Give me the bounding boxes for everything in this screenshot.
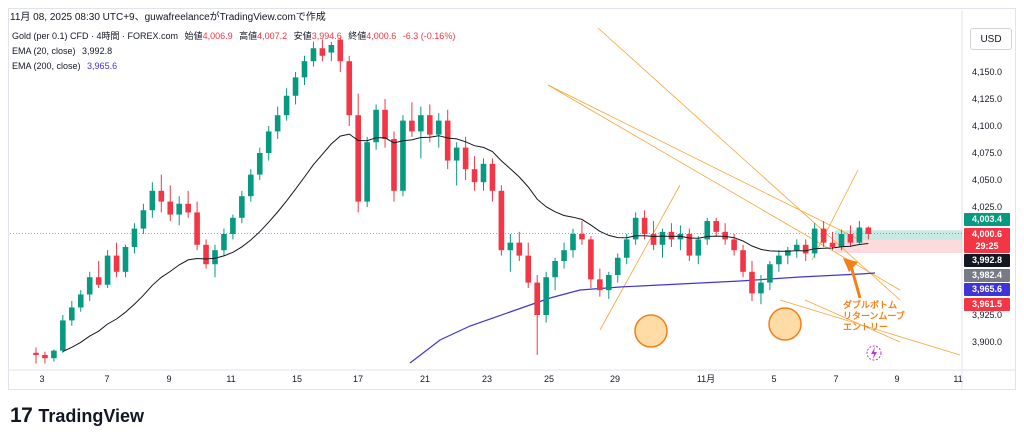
chart-header-title: 11月 08, 2025 08:30 UTC+9、guwafreelanceがT…: [10, 12, 326, 23]
symbol-label: Gold (per 0.1) CFD · 4時間 · FOREX.com: [12, 31, 179, 41]
change-value: -6.3 (-0.16%): [402, 31, 456, 41]
tradingview-mark-icon: 17: [10, 404, 33, 427]
brand-name: TradingView: [38, 405, 145, 426]
ema20-value: 3,992.8: [82, 46, 113, 56]
high-value: 4,007.2: [257, 31, 288, 41]
high-label: 高値: [239, 31, 258, 41]
ema200-legend[interactable]: EMA (200, close) 3,965.6: [12, 61, 117, 71]
open-value: 4,006.9: [202, 31, 233, 41]
tradingview-logo[interactable]: 17 TradingView: [10, 404, 144, 428]
low-value: 3,994.6: [311, 31, 342, 41]
ema20-label: EMA (20, close): [12, 46, 76, 56]
currency-button[interactable]: USD: [970, 28, 1012, 50]
ema200-label: EMA (200, close): [12, 61, 81, 71]
close-label: 終値: [348, 31, 367, 41]
ema20-legend[interactable]: EMA (20, close) 3,992.8: [12, 46, 112, 56]
ema200-value: 3,965.6: [87, 61, 118, 71]
open-label: 始値: [184, 31, 203, 41]
close-value: 4,000.6: [366, 31, 397, 41]
ohlc-legend: Gold (per 0.1) CFD · 4時間 · FOREX.com 始値4…: [12, 29, 455, 42]
low-label: 安値: [293, 31, 312, 41]
chart-frame: [8, 8, 1016, 390]
